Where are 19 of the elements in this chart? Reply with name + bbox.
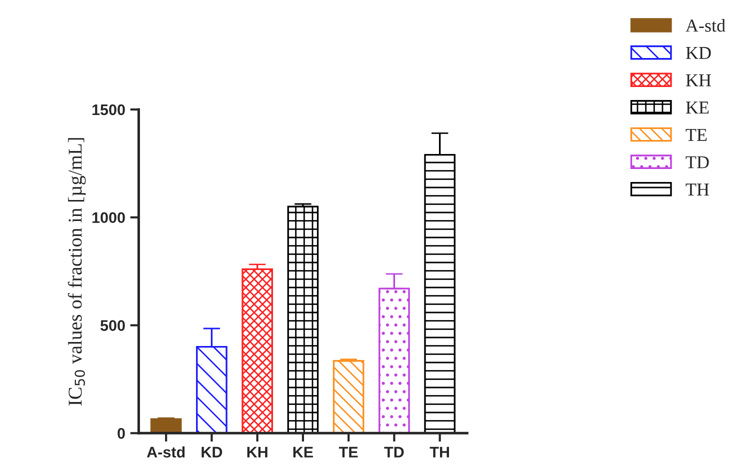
- x-tick-label: KH: [247, 446, 268, 458]
- y-axis-title: IC$_{50}$ values of fraction in [µg/mL]: [68, 138, 86, 406]
- legend-label: KH: [686, 74, 711, 86]
- x-tick-label: KE: [293, 446, 313, 458]
- x-tick-label: TH: [430, 446, 449, 458]
- y-tick-label: 500: [100, 320, 125, 331]
- x-tick-label: TE: [338, 446, 358, 458]
- x-tick-label: KD: [202, 446, 222, 458]
- x-tick-label: TD: [384, 446, 404, 458]
- y-tick-label: 1500: [92, 104, 125, 116]
- legend-label: TH: [686, 184, 709, 196]
- legend-label: A-std: [686, 19, 726, 32]
- x-tick-label: A-std: [146, 446, 185, 458]
- legend-label: TE: [686, 129, 707, 141]
- legend-label: KE: [686, 102, 709, 114]
- y-tick-label: 1000: [92, 212, 125, 224]
- y-tick-label: 0: [118, 428, 125, 439]
- legend-label: TD: [686, 156, 709, 168]
- legend-label: KD: [686, 47, 711, 59]
